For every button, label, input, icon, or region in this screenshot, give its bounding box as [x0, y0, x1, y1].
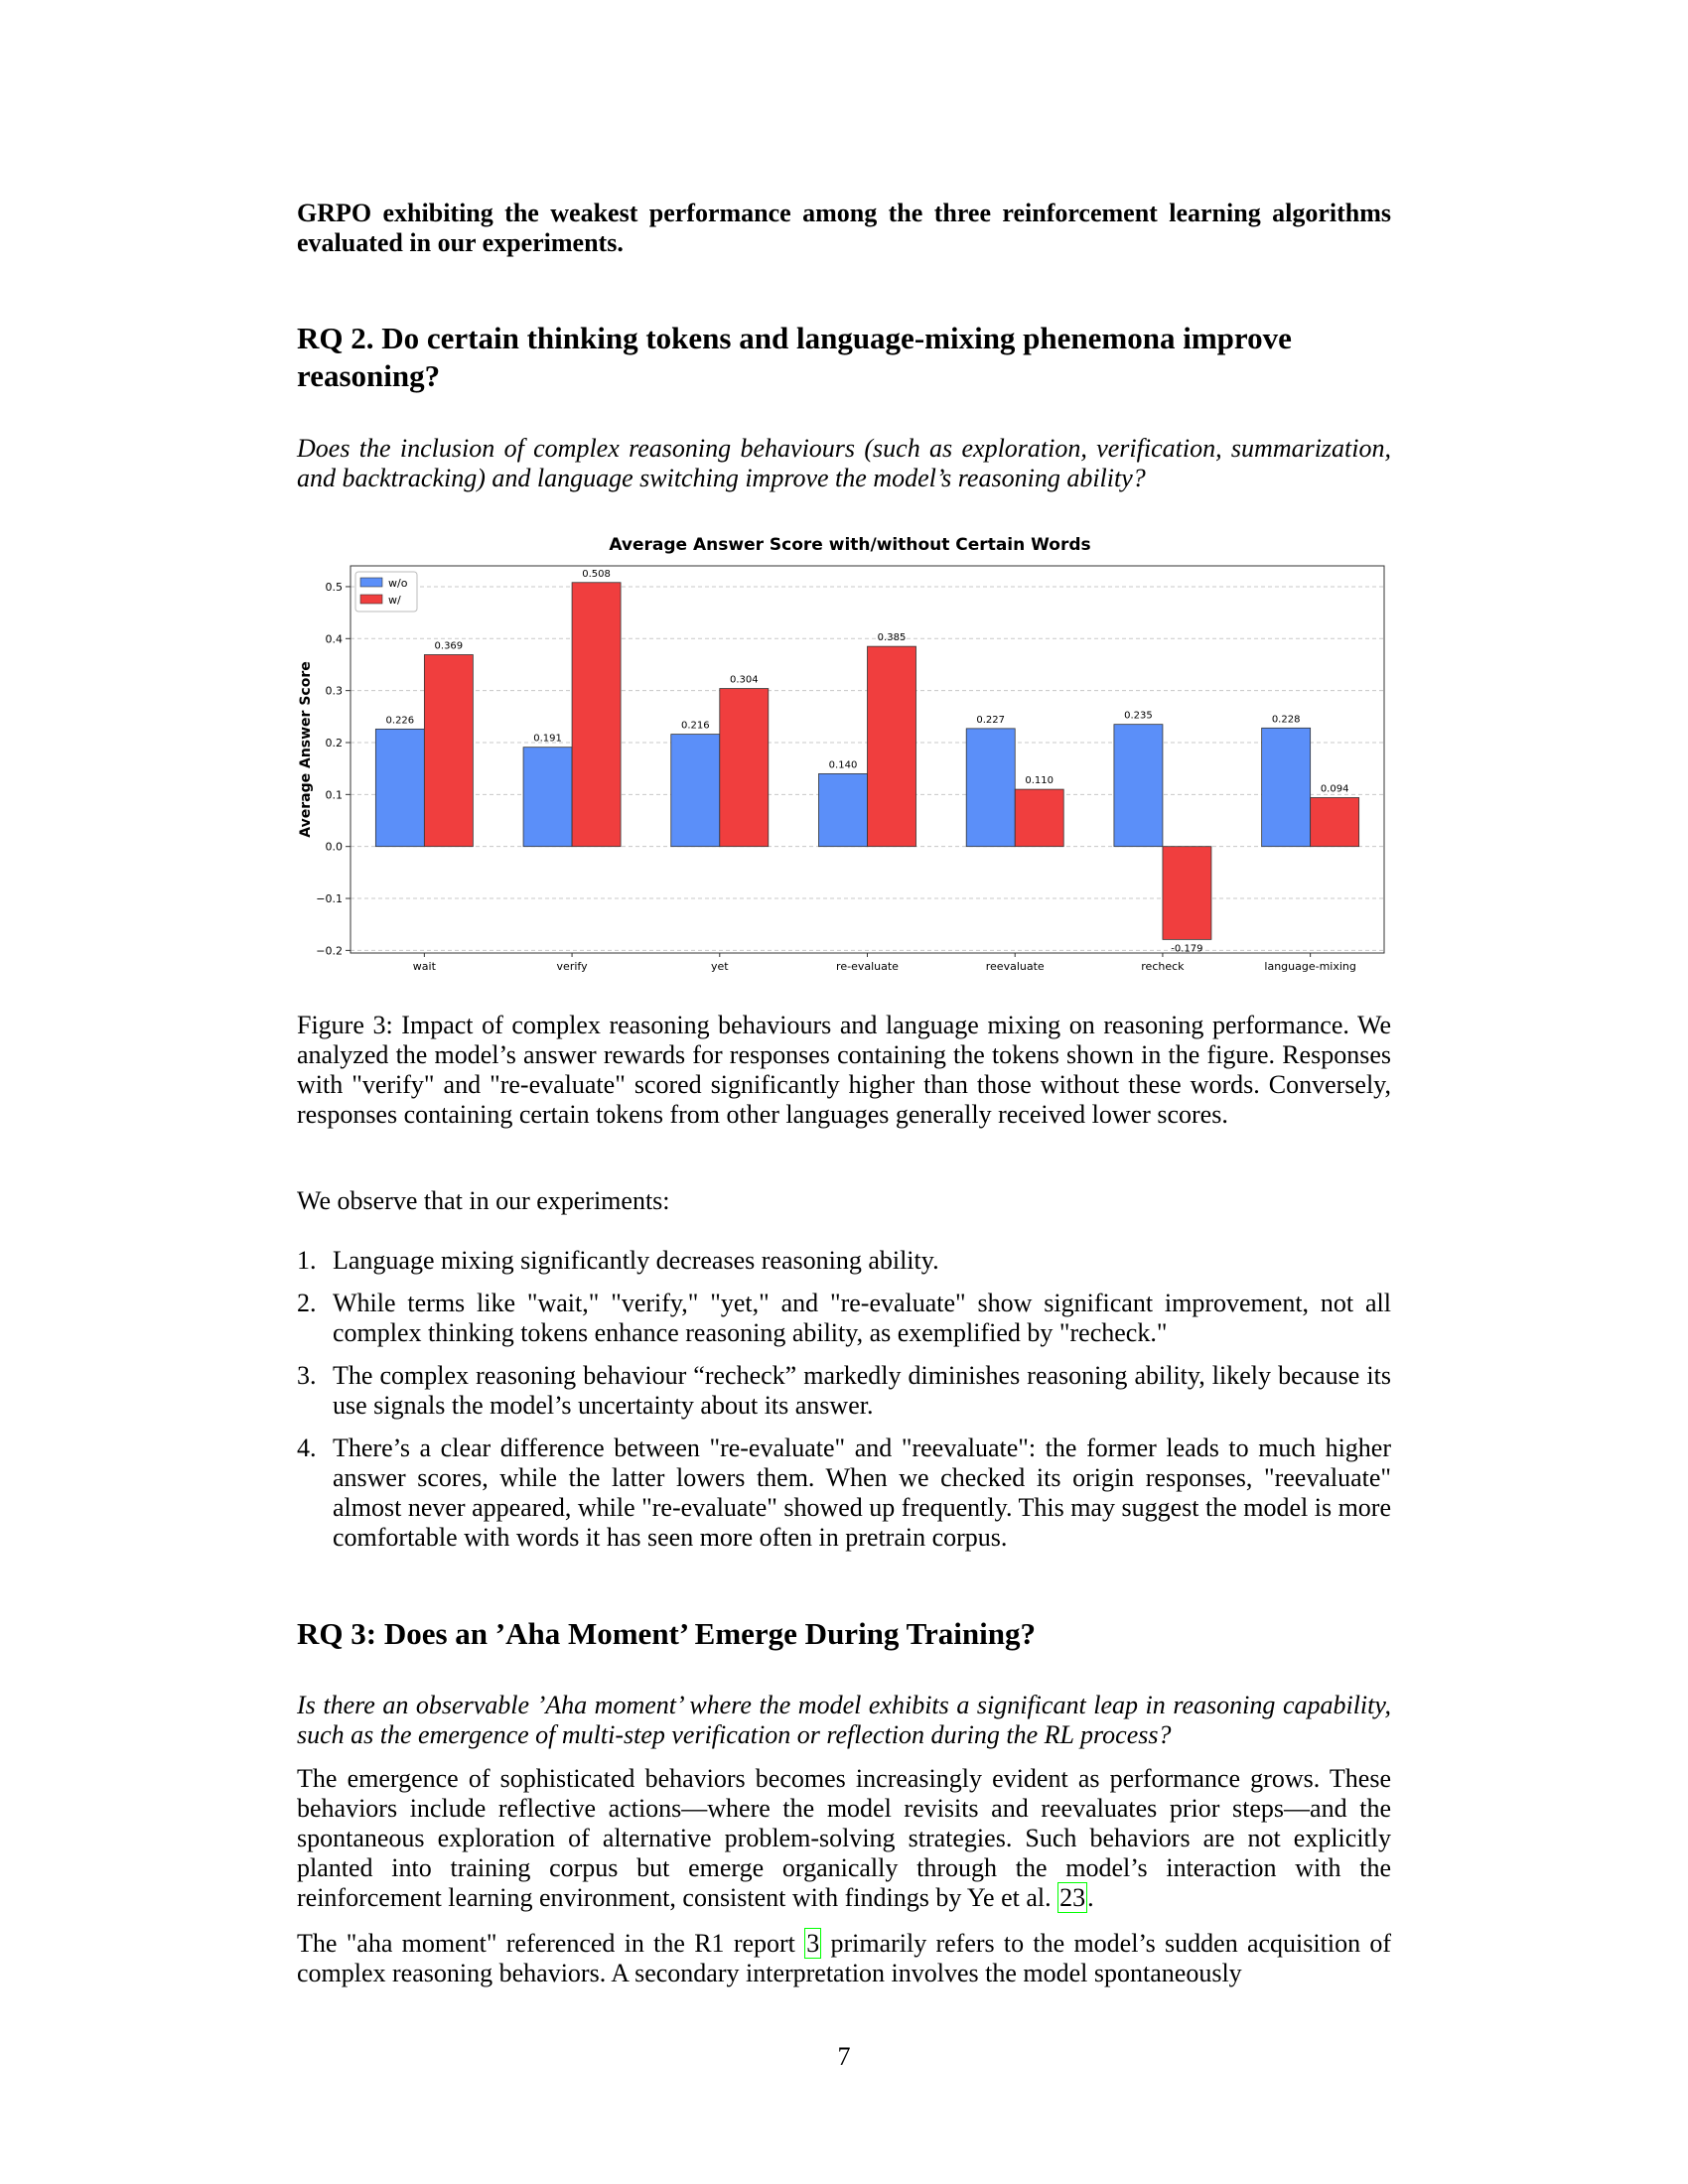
rq2-question: Does the inclusion of complex reasoning …	[297, 434, 1391, 492]
chart-title: Average Answer Score with/without Certai…	[609, 535, 1090, 555]
rq2-heading: RQ 2. Do certain thinking tokens and lan…	[297, 321, 1292, 393]
list-number: 4.	[297, 1433, 317, 1462]
paragraph-end: .	[1087, 1883, 1094, 1912]
paragraph: The emergence of sophisticated behaviors…	[297, 1764, 1391, 1913]
data-label: 0.385	[878, 632, 907, 643]
y-tick-label: 0.2	[326, 737, 344, 750]
page-number: 7	[837, 2042, 851, 2071]
list-item: 2. While terms like "wait," "verify," "ye…	[297, 1289, 1391, 1348]
rq3-heading: RQ 3: Does an ’Aha Moment’ Emerge During…	[297, 1616, 1036, 1651]
bar-w/-wait	[423, 654, 474, 848]
data-label: 0.369	[435, 641, 464, 652]
citation-link[interactable]: 23	[1057, 1882, 1088, 1913]
observation-list: 1. Language mixing significantly decrease…	[297, 1246, 1391, 1566]
list-text: While terms like "wait," "verify," "yet,…	[333, 1289, 1391, 1347]
data-label: 0.110	[1025, 775, 1054, 786]
legend-label-w: w/	[388, 594, 401, 607]
citation-link[interactable]: 3	[804, 1928, 822, 1959]
data-label: 0.508	[582, 569, 611, 580]
x-tick-label: yet	[711, 960, 729, 973]
legend-swatch-wo	[359, 577, 383, 588]
y-tick-label: 0.4	[326, 632, 344, 645]
y-axis-label: Average Answer Score	[298, 661, 314, 837]
legend-label-wo: w/o	[388, 577, 408, 590]
bar-w/-reevaluate	[1014, 788, 1064, 848]
bar-w/o-wait	[374, 728, 425, 848]
list-number: 2.	[297, 1289, 317, 1317]
x-tick-label: verify	[557, 960, 589, 973]
bar-w/o-reevaluate	[965, 728, 1016, 848]
y-tick-label: 0.0	[326, 841, 344, 854]
list-text: The complex reasoning behaviour “recheck…	[333, 1361, 1391, 1420]
intro-text: GRPO exhibiting the weakest performance …	[297, 199, 1391, 257]
paragraph-text: The "aha moment" referenced in the R1 re…	[297, 1929, 805, 1958]
paragraph-text: The emergence of sophisticated behaviors…	[297, 1764, 1391, 1912]
list-text: There’s a clear difference between "re-e…	[333, 1433, 1391, 1552]
list-text: Language mixing significantly decreases …	[333, 1246, 939, 1275]
y-tick-label: 0.1	[326, 788, 344, 801]
bar-w/o-yet	[670, 734, 721, 848]
data-label: 0.228	[1272, 714, 1301, 725]
paragraph-text: primarily refers to the model’s sudden a…	[297, 1929, 1391, 1987]
data-label: 0.235	[1124, 711, 1153, 722]
x-tick-label: reevaluate	[986, 960, 1045, 973]
y-tick-label: −0.2	[316, 944, 343, 957]
legend: w/o w/	[354, 571, 418, 613]
bar-w/-yet	[719, 688, 770, 848]
list-number: 3.	[297, 1361, 317, 1390]
bar-w/-re-evaluate	[867, 645, 916, 848]
data-label: 0.191	[533, 734, 562, 745]
paragraph: The "aha moment" referenced in the R1 re…	[297, 1928, 1391, 1988]
observe-intro: We observe that in our experiments:	[297, 1186, 670, 1215]
data-label: 0.304	[730, 675, 759, 686]
bar-w/-language-mixing	[1310, 797, 1360, 848]
y-tick-label: −0.1	[316, 892, 343, 905]
data-label: 0.216	[681, 721, 710, 732]
x-tick-label: language-mixing	[1264, 960, 1355, 973]
legend-swatch-w	[359, 594, 383, 605]
bar-w/o-re-evaluate	[818, 772, 868, 848]
x-tick-label: re-evaluate	[836, 960, 899, 973]
data-label: 0.140	[829, 759, 858, 770]
y-tick-label: 0.5	[326, 581, 344, 594]
data-label: 0.227	[976, 715, 1005, 726]
bar-w/o-recheck	[1113, 724, 1164, 848]
bar-chart: Average Answer Score with/without Certai…	[298, 535, 1385, 973]
bar-w/o-verify	[522, 747, 573, 848]
bar-w/-recheck	[1162, 846, 1212, 940]
figure-caption: Figure 3: Impact of complex reasoning be…	[297, 1011, 1391, 1129]
list-item: 4. There’s a clear difference between "re…	[297, 1433, 1391, 1553]
x-tick-label: wait	[413, 960, 437, 973]
x-tick-label: recheck	[1141, 960, 1185, 973]
data-label: -0.179	[1171, 943, 1202, 954]
data-label: 0.226	[386, 715, 415, 726]
y-tick-label: 0.3	[326, 685, 344, 698]
bar-w/-verify	[571, 582, 622, 848]
rq3-question: Is there an observable ’Aha moment’ wher…	[297, 1691, 1391, 1749]
list-item: 3. The complex reasoning behaviour “reche…	[297, 1361, 1391, 1421]
list-item: 1. Language mixing significantly decrease…	[297, 1246, 1391, 1276]
list-number: 1.	[297, 1246, 317, 1275]
bar-w/o-language-mixing	[1261, 727, 1312, 848]
data-label: 0.094	[1321, 783, 1349, 794]
